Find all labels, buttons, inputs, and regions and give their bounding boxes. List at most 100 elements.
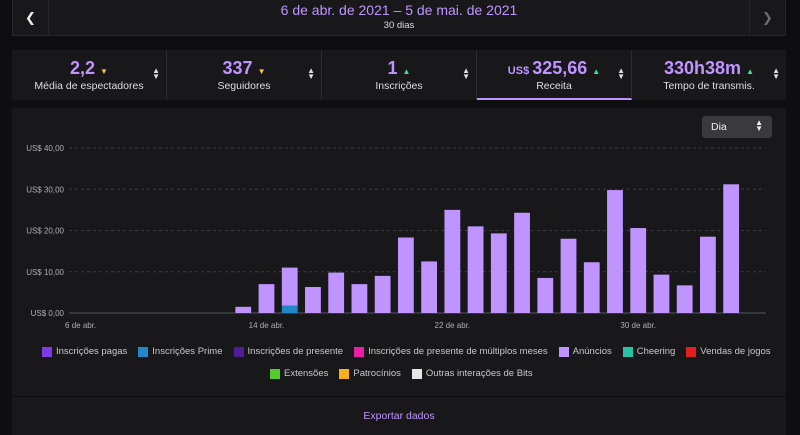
y-tick-label: US$ 20,00 [26, 227, 64, 236]
legend-label: Inscrições Prime [152, 346, 223, 357]
legend-item[interactable]: Vendas de jogos [686, 346, 771, 357]
bar [514, 212, 530, 313]
bar [235, 306, 252, 313]
bar [653, 274, 670, 313]
legend-swatch [270, 368, 280, 379]
bar [305, 287, 321, 313]
sort-icon[interactable]: ▲ ▼ [307, 66, 315, 81]
legend-label: Inscrições de presente [247, 346, 344, 357]
divider [12, 396, 786, 397]
legend-swatch [354, 346, 365, 357]
x-tick-label: 22 de abr. [435, 321, 471, 330]
legend-label: Inscrições pagas [56, 346, 128, 357]
bar [328, 272, 345, 313]
stats-bar: 2,2 ▼ Média de espectadores ▲ ▼ 337 ▼ Seg… [12, 50, 786, 100]
trend-up-icon: ▲ [746, 67, 754, 76]
legend-item[interactable]: Cheering [622, 346, 676, 357]
bar [281, 305, 298, 313]
legend-label: Patrocínios [353, 368, 401, 379]
select-arrows-icon: ▲ ▼ [755, 118, 763, 133]
chevron-right-icon[interactable]: ❯ [749, 0, 785, 36]
legend-label: Outras interações de Bits [425, 368, 533, 379]
stat-label: Inscrições [375, 80, 423, 92]
legend-label: Inscrições de presente de múltiplos mese… [368, 346, 548, 357]
stat-subscriptions[interactable]: 1 ▲ Inscrições ▲ ▼ [322, 50, 477, 100]
legend-swatch [42, 346, 52, 357]
sort-icon[interactable]: ▲ ▼ [617, 66, 625, 81]
date-range-bar: ❮ 6 de abr. de 2021 – 5 de mai. de 2021 … [12, 0, 786, 36]
revenue-chart-panel: Dia ▲ ▼ US$ 0,00 US$ 10,00 US$ 20,00 US$ 30,… [12, 108, 786, 435]
bar [607, 190, 623, 313]
stat-label: Tempo de transmis. [663, 80, 755, 92]
stat-value: 337 [222, 58, 253, 78]
bar [630, 228, 647, 313]
y-tick-label: US$ 10,00 [26, 268, 64, 277]
trend-down-icon: ▼ [257, 67, 266, 76]
stat-value: 2,2 [70, 58, 96, 78]
bar [444, 209, 461, 313]
legend-swatch [233, 346, 244, 357]
legend-label: Extensões [284, 368, 329, 379]
legend-label: Vendas de jogos [700, 346, 771, 357]
stat-revenue[interactable]: US$ 325,66 ▲ Receita ▲ ▼ [477, 50, 632, 100]
stat-label: Seguidores [217, 80, 271, 92]
sort-icon[interactable]: ▲ ▼ [152, 66, 160, 81]
legend-item[interactable]: Patrocínios [339, 368, 401, 379]
bar [490, 233, 507, 313]
legend-item[interactable]: Inscrições pagas [42, 346, 127, 357]
legend-swatch [339, 368, 350, 379]
bar [537, 277, 554, 313]
bar [258, 284, 275, 313]
stat-label: Média de espectadores [34, 80, 144, 92]
bar [583, 262, 600, 313]
revenue-bar-chart: US$ 0,00 US$ 10,00 US$ 20,00 US$ 30,00 US$ 4… [26, 144, 766, 330]
stat-value: 330h38m [664, 58, 742, 78]
trend-up-icon: ▲ [592, 67, 601, 76]
y-tick-label: US$ 40,00 [26, 144, 64, 153]
trend-up-icon: ▲ [402, 67, 411, 76]
date-range-days: 30 dias [383, 20, 415, 31]
legend-item[interactable]: Inscrições Prime [138, 346, 223, 357]
granularity-select[interactable]: Dia ▲ ▼ [702, 116, 772, 138]
legend-label: Anúncios [572, 346, 612, 357]
legend-item[interactable]: Anúncios [558, 346, 612, 357]
chevron-left-icon[interactable]: ❮ [13, 0, 49, 36]
bar [560, 238, 577, 313]
bar [281, 267, 298, 306]
stat-followers[interactable]: 337 ▼ Seguidores ▲ ▼ [167, 50, 322, 100]
sort-icon[interactable]: ▲ ▼ [462, 66, 470, 81]
bar [351, 284, 368, 313]
x-tick-label: 30 de abr. [620, 321, 656, 330]
date-range-label[interactable]: 6 de abr. de 2021 – 5 de mai. de 2021 [280, 2, 518, 18]
y-tick-label: US$ 30,00 [26, 185, 64, 194]
x-tick-label: 14 de abr. [249, 321, 285, 330]
stat-average-viewers[interactable]: 2,2 ▼ Média de espectadores ▲ ▼ [12, 50, 167, 100]
legend-item[interactable]: Inscrições de presente de múltiplos mese… [354, 346, 548, 357]
legend-swatch [622, 346, 633, 357]
sort-icon[interactable]: ▲ ▼ [772, 66, 780, 81]
legend-label: Cheering [636, 346, 676, 357]
trend-down-icon: ▼ [100, 67, 108, 76]
export-data-button[interactable]: Exportar dados [363, 410, 435, 422]
currency-prefix: US$ [507, 65, 530, 77]
bar [397, 237, 414, 313]
chart-legend: Inscrições pagas Inscrições Prime Inscriçõ… [42, 346, 772, 390]
legend-item[interactable]: Inscrições de presente [233, 346, 344, 357]
legend-swatch [686, 346, 697, 357]
y-tick-label: US$ 0,00 [31, 309, 65, 318]
bar [676, 285, 693, 313]
bar [421, 261, 438, 313]
legend-swatch [558, 346, 569, 357]
granularity-selected: Dia [711, 121, 727, 133]
bar [467, 226, 484, 313]
legend-swatch [411, 368, 422, 379]
bar [700, 236, 716, 313]
legend-item[interactable]: Outras interações de Bits [411, 368, 533, 379]
stat-label: Receita [536, 80, 572, 92]
stat-stream-time[interactable]: 330h38m ▲ Tempo de transmis. ▲ ▼ [632, 50, 786, 100]
stat-value: 1 [387, 58, 398, 78]
legend-item[interactable]: Extensões [270, 368, 328, 379]
bar [374, 275, 391, 313]
stat-value: 325,66 [532, 58, 588, 78]
bar [723, 184, 740, 313]
